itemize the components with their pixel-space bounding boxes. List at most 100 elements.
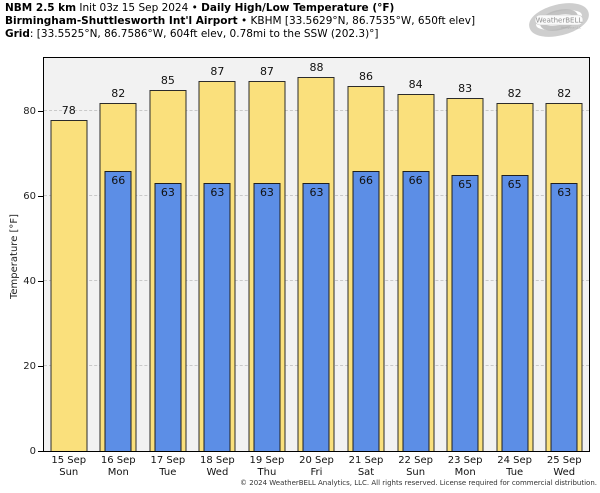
x-tick-label: 15 Sep Sun: [44, 455, 94, 478]
low-value-label: 63: [210, 186, 225, 200]
x-tick-day: Mon: [454, 466, 476, 478]
low-value-label: 65: [507, 177, 522, 191]
x-tick-date: 25 Sep: [546, 455, 582, 466]
init-time: Init 03z 15 Sep 2024 •: [76, 2, 202, 14]
y-tick-label-40: 40: [23, 276, 36, 288]
y-tick-mark-0: [38, 450, 44, 452]
x-tick-day: Sun: [59, 466, 79, 478]
high-value-label: 83: [458, 82, 473, 96]
bar-group-25-sep: 82 63 25 Sep Wed: [539, 58, 589, 478]
low-value-label: 63: [557, 186, 572, 200]
y-tick-label-20: 20: [23, 361, 36, 373]
bar-group-23-sep: 83 65 23 Sep Mon: [440, 58, 490, 478]
x-tick-label: 16 Sep Mon: [94, 455, 144, 478]
low-bar: 66: [104, 170, 132, 451]
high-bar: [50, 119, 88, 451]
y-tick-mark-80: [38, 110, 44, 112]
low-bar: 63: [253, 183, 281, 451]
y-tick-mark-60: [38, 195, 44, 197]
bar-group-19-sep: 87 63 19 Sep Thu: [242, 58, 292, 478]
x-tick-label: 18 Sep Wed: [193, 455, 243, 478]
low-bar: 63: [302, 183, 330, 451]
grid-label: Grid: [5, 28, 30, 40]
weatherbell-logo: WeatherBELL Analytics LLC: [529, 3, 589, 37]
copyright-footer: © 2024 WeatherBELL Analytics, LLC. All r…: [240, 479, 597, 487]
x-tick-day: Sat: [357, 466, 375, 478]
y-tick-mark-20: [38, 365, 44, 367]
x-tick-label: 19 Sep Thu: [242, 455, 292, 478]
x-tick-label: 21 Sep Sat: [341, 455, 391, 478]
x-tick-date: 15 Sep: [51, 455, 87, 466]
bar-group-16-sep: 82 66 16 Sep Mon: [94, 58, 144, 478]
station-meta: • KBHM [33.5629°N, 86.7535°W, 650ft elev…: [237, 15, 476, 27]
x-tick-day: Tue: [506, 466, 524, 478]
high-value-label: 87: [210, 65, 225, 79]
x-tick-date: 20 Sep: [299, 455, 334, 466]
high-value-label: 82: [557, 86, 572, 100]
low-bar: 63: [203, 183, 231, 451]
low-bar: 66: [352, 170, 380, 451]
high-value-label: 82: [111, 86, 126, 100]
y-tick-label-0: 0: [29, 446, 36, 457]
low-bar: 63: [550, 183, 578, 451]
low-bar: 66: [402, 170, 430, 451]
logo-subtext: Analytics LLC: [561, 26, 581, 30]
low-value-label: 66: [359, 173, 374, 187]
x-tick-day: Wed: [553, 466, 576, 478]
high-value-label: 86: [359, 69, 374, 83]
x-tick-date: 23 Sep: [447, 455, 483, 466]
x-tick-day: Thu: [257, 466, 277, 478]
low-bar: 65: [501, 174, 529, 451]
high-value-label: 82: [507, 86, 522, 100]
low-value-label: 63: [309, 186, 324, 200]
low-bar: 65: [451, 174, 479, 451]
high-value-label: 84: [408, 78, 423, 92]
x-tick-label: 25 Sep Wed: [539, 455, 589, 478]
high-value-label: 87: [259, 65, 274, 79]
low-value-label: 66: [111, 173, 126, 187]
plot-area: 0 20 40 60 80 78 15 Sep Sun 82 66 16 Sep Mon 85 63 17 …: [23, 57, 590, 478]
x-tick-date: 22 Sep: [398, 455, 433, 466]
model-name: NBM 2.5 km: [5, 2, 77, 14]
x-tick-day: Fri: [310, 466, 323, 478]
bar-group-17-sep: 85 63 17 Sep Tue: [143, 58, 193, 478]
low-value-label: 66: [408, 173, 423, 187]
x-tick-date: 16 Sep: [100, 455, 136, 466]
x-tick-date: 21 Sep: [348, 455, 384, 466]
bar-group-15-sep: 78 15 Sep Sun: [44, 58, 94, 478]
bar-group-18-sep: 87 63 18 Sep Wed: [193, 58, 243, 478]
x-tick-label: 24 Sep Tue: [490, 455, 540, 478]
high-value-label: 85: [160, 73, 175, 87]
x-tick-date: 18 Sep: [200, 455, 235, 466]
header-line-2: Birmingham-Shuttlesworth Int'l Airport •…: [5, 15, 475, 28]
x-tick-day: Sun: [406, 466, 426, 478]
logo-pill: [534, 14, 584, 26]
chart-header: NBM 2.5 km Init 03z 15 Sep 2024 • Daily …: [5, 2, 475, 41]
low-bar: 63: [154, 183, 182, 451]
x-tick-day: Wed: [206, 466, 229, 478]
low-value-label: 63: [259, 186, 274, 200]
y-tick-label-60: 60: [23, 191, 36, 203]
logo-text: WeatherBELL: [536, 17, 583, 25]
bar-group-21-sep: 86 66 21 Sep Sat: [341, 58, 391, 478]
x-tick-label: 17 Sep Tue: [143, 455, 193, 478]
x-tick-date: 24 Sep: [497, 455, 533, 466]
x-tick-label: 22 Sep Sun: [391, 455, 441, 478]
grid-meta: : [33.5525°N, 86.7586°W, 604ft elev, 0.7…: [29, 28, 379, 40]
x-tick-label: 23 Sep Mon: [440, 455, 490, 478]
x-tick-label: 20 Sep Fri: [292, 455, 342, 478]
y-tick-mark-40: [38, 280, 44, 282]
high-value-label: 78: [61, 103, 76, 117]
station-name: Birmingham-Shuttlesworth Int'l Airport: [5, 15, 238, 27]
header-line-3: Grid: [33.5525°N, 86.7586°W, 604ft elev,…: [5, 28, 475, 41]
high-value-label: 88: [309, 61, 324, 75]
low-value-label: 65: [458, 177, 473, 191]
bar-group-22-sep: 84 66 22 Sep Sun: [391, 58, 441, 478]
x-tick-date: 19 Sep: [249, 455, 285, 466]
bar-group-20-sep: 88 63 20 Sep Fri: [292, 58, 342, 478]
header-line-1: NBM 2.5 km Init 03z 15 Sep 2024 • Daily …: [5, 2, 475, 15]
y-tick-label-80: 80: [23, 106, 36, 118]
x-tick-day: Tue: [159, 466, 177, 478]
x-tick-day: Mon: [107, 466, 129, 478]
bar-group-24-sep: 82 65 24 Sep Tue: [490, 58, 540, 478]
